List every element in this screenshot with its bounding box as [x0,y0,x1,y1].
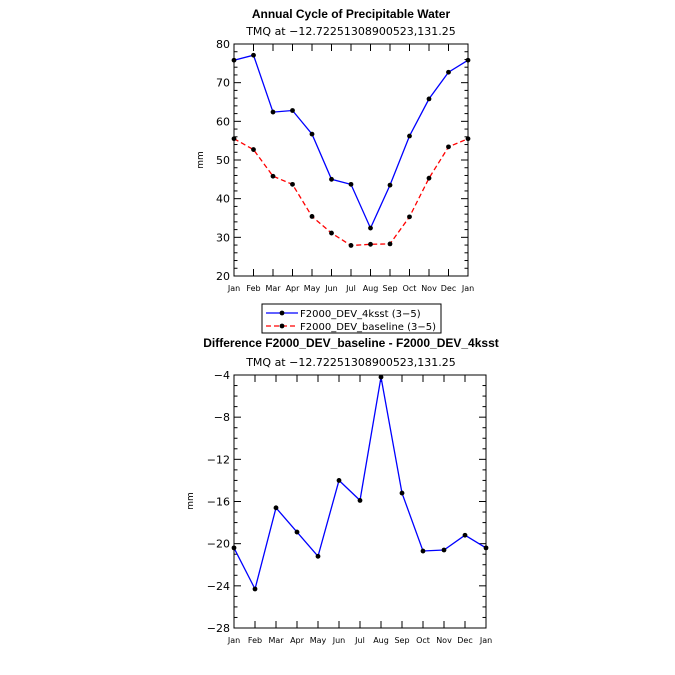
chart1-ylabel: mm [196,151,206,169]
chart2-ytick-label: −24 [207,580,230,593]
chart1-series-0-point [387,182,393,188]
chart2-series-0-point [315,553,321,559]
chart2-series-0-point [399,490,405,496]
chart2-series-0-point [357,498,363,503]
chart2-ytick-label: −12 [207,453,230,466]
chart1-xtick-label: Apr [286,284,301,293]
chart2-xtick-label: Sep [394,636,409,645]
chart2-series-0-point [336,478,342,483]
chart2-series-0-point [273,505,279,511]
chart2-ytick-label: −4 [214,369,230,382]
chart1-series-0-line [233,54,469,230]
chart2-xtick-label: Jan [227,636,240,645]
legend: F2000_DEV_4ksst (3−5) F2000_DEV_baseline… [261,303,442,334]
chart2-xtick-label: Feb [248,636,262,645]
chart2-xtick-label: Dec [457,636,472,645]
chart1-series-0-point [270,109,276,115]
chart1-series-1-point [329,230,334,236]
legend-marker-baseline [279,323,285,329]
chart1-series-1-point [231,136,237,142]
legend-label-4ksst: F2000_DEV_4ksst (3−5) [300,309,421,320]
chart1-series-0-point [446,69,451,75]
chart2-xtick-label: Aug [373,636,389,645]
chart2-series-0-line [233,376,487,591]
chart1-title: Annual Cycle of Precipitable Water [252,7,451,21]
chart2-series-0-point [420,548,426,554]
annual-cycle-chart: Annual Cycle of Precipitable Water TMQ a… [196,7,474,293]
chart1-series-0-point [231,57,237,63]
chart1-series-0-point [309,131,315,137]
legend-label-baseline: F2000_DEV_baseline (3−5) [300,322,436,333]
chart1-xtick-label: Jan [227,284,240,293]
chart1-series-0-point [368,225,373,231]
chart1-ytick-label: 60 [216,115,230,128]
chart1-ytick-label: 50 [216,154,230,167]
chart1-series-0-point [426,96,432,102]
chart1-xtick-label: Nov [421,284,437,293]
chart2-xtick-label: Jul [354,636,365,645]
chart1-series-1-point [446,144,451,150]
chart1-subtitle: TMQ at −12.72251308900523,131.25 [245,25,456,38]
chart1-xtick-label: Oct [403,284,417,293]
chart2-ylabel: mm [186,492,196,510]
chart1-plot-frame [233,43,469,277]
chart1-series-1-point [270,173,276,179]
chart1-ytick-label: 40 [216,193,230,206]
chart2-xtick-label: Mar [268,636,284,645]
chart1-series-1-point [348,243,354,248]
chart1-series-1-point [387,241,393,247]
chart1-xtick-label: Mar [265,284,281,293]
chart2-series-0-point [462,532,468,538]
chart2-ytick-label: −28 [207,622,230,635]
chart1-xtick-label: Aug [363,284,379,293]
chart2-xtick-label: Oct [416,636,430,645]
chart1-series-1-point [407,214,412,220]
legend-marker-4ksst [279,310,285,316]
chart2-title: Difference F2000_DEV_baseline - F2000_DE… [203,336,499,350]
chart1-xtick-label: May [304,284,321,293]
chart1-ytick-label: 20 [216,270,230,283]
chart1-xtick-label: Jan [461,284,474,293]
chart1-series-1-point [309,214,315,219]
chart2-series-0-point [231,545,237,551]
chart2-xtick-label: Jun [332,636,346,645]
chart2-series-0-point [252,586,258,592]
chart2-series-0-point [441,547,447,553]
chart2-ytick-label: −8 [214,411,230,424]
chart2-series-0-point [483,545,489,551]
chart2-xtick-label: Apr [290,636,305,645]
chart2-series-0-point [294,529,300,535]
chart1-series-1-point [426,175,432,181]
chart1-series-0-point [251,52,256,58]
chart2-xtick-label: Jan [479,636,492,645]
chart1-series-1-point [368,241,373,247]
chart2-ytick-label: −20 [207,538,230,551]
chart1-ytick-label: 80 [216,38,230,51]
chart1-series-1-point [251,147,256,152]
chart1-series-0-point [465,57,471,63]
chart2-subtitle: TMQ at −12.72251308900523,131.25 [245,356,456,369]
chart1-xtick-label: Sep [382,284,397,293]
chart2-ytick-label: −16 [207,496,230,509]
chart1-xtick-label: Jul [345,284,356,293]
chart1-series-0-point [329,176,334,182]
chart2-xtick-label: May [310,636,327,645]
chart1-xtick-label: Feb [246,284,260,293]
chart2-xtick-label: Nov [436,636,452,645]
difference-chart: Difference F2000_DEV_baseline - F2000_DE… [186,336,499,645]
chart1-ytick-label: 70 [216,77,230,90]
chart1-series-0-point [407,133,412,139]
chart1-series-0-point [348,181,354,187]
chart1-xtick-label: Jun [324,284,338,293]
chart1-series-1-point [290,181,295,187]
chart1-xtick-label: Dec [441,284,456,293]
chart1-series-0-point [290,108,295,113]
chart1-series-1-point [465,136,471,142]
chart1-series-1-line [233,138,469,247]
legend-box [261,303,442,334]
chart1-ytick-label: 30 [216,231,230,244]
chart2-series-0-point [378,374,384,380]
